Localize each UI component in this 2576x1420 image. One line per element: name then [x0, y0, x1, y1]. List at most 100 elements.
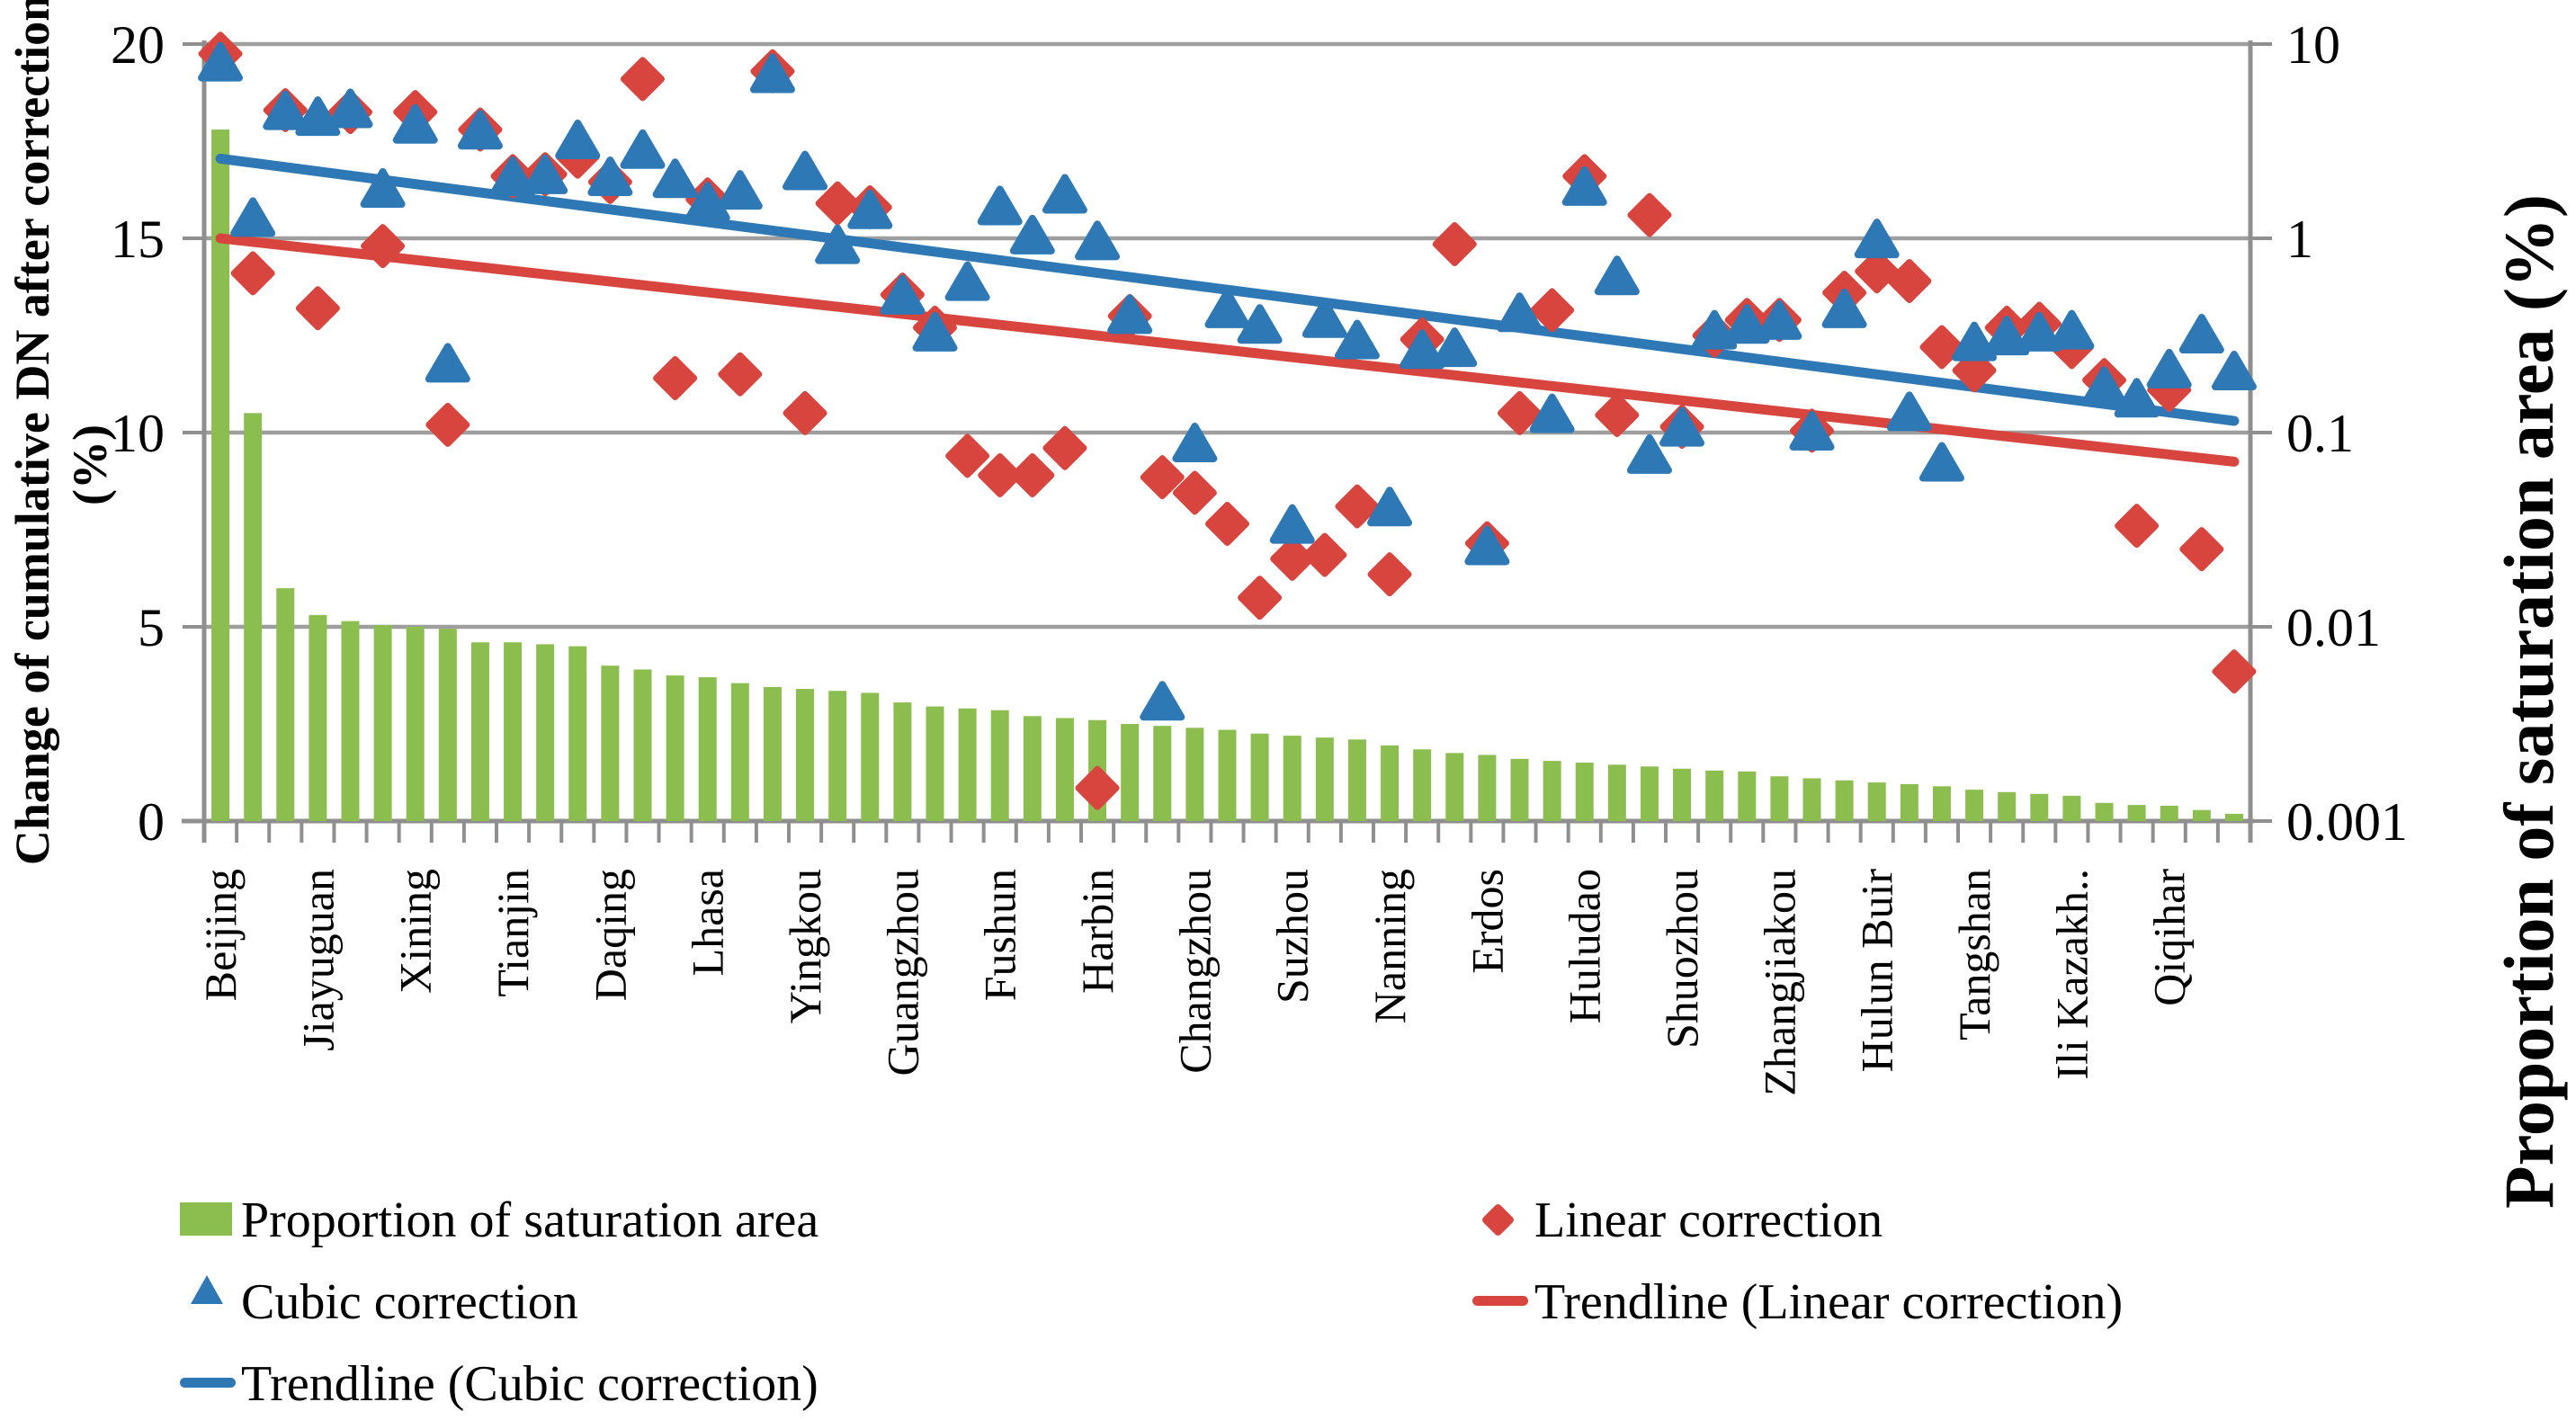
saturation-bar [828, 691, 847, 821]
linear-correction-marker [1855, 249, 1900, 294]
saturation-bar [2224, 813, 2243, 821]
cubic-correction-marker [717, 170, 763, 210]
saturation-bar [1445, 753, 1464, 821]
cubic-correction-marker [327, 88, 373, 129]
cubic-correction-marker [1464, 525, 1510, 566]
saturation-bar [244, 413, 263, 821]
x-category-label: Shuozhou [1657, 869, 1707, 1049]
legend-item-trendline-cubic-label: Trendline (Cubic correction) [241, 1356, 818, 1412]
saturation-bar [1153, 726, 1172, 821]
linear-correction-marker [1335, 484, 1380, 529]
linear-correction-marker [1530, 288, 1575, 333]
cubic-correction-marker [620, 129, 666, 169]
right-tick-label: 10 [2286, 15, 2340, 75]
cubic-correction-marker [1886, 391, 1932, 432]
x-category-label: Jiayuguan [292, 869, 343, 1051]
saturation-bar [1347, 739, 1366, 821]
saturation-bar [861, 692, 880, 821]
saturation-bar [1478, 755, 1497, 821]
saturation-bar [2127, 805, 2146, 821]
cubic-correction-marker [749, 53, 795, 94]
cubic-correction-marker [198, 41, 244, 82]
cubic-correction-marker [1984, 316, 2030, 356]
x-category-label: Guangzhou [877, 869, 927, 1076]
cubic-correction-marker [1692, 309, 1738, 350]
cubic-correction-marker [1269, 504, 1315, 544]
x-category-label: Lhasa [683, 869, 733, 976]
cubic-correction-marker [490, 156, 536, 197]
saturation-bar [2192, 809, 2211, 821]
left-tick-label: 20 [111, 15, 165, 75]
linear-correction-marker [1432, 221, 1477, 266]
saturation-bar [373, 625, 392, 821]
x-category-label: Nanning [1364, 869, 1415, 1023]
saturation-bar [633, 669, 652, 821]
cubic-correction-marker [1821, 288, 1867, 328]
x-category-label: Beijing [195, 869, 246, 1001]
cubic-correction-marker [1042, 174, 1087, 214]
cubic-correction-marker [1659, 406, 1705, 447]
saturation-bar [1738, 771, 1757, 821]
saturation-bar [1543, 761, 1561, 821]
saturation-bar [763, 686, 782, 821]
cubic-correction-marker [912, 311, 958, 352]
cubic-correction-marker [523, 154, 568, 194]
saturation-bar [406, 627, 425, 821]
cubic-correction-marker [1497, 292, 1543, 333]
saturation-bar [926, 706, 944, 821]
saturation-bar [2030, 793, 2049, 821]
linear-correction-marker [1172, 470, 1217, 515]
linear-correction-marker [978, 453, 1023, 498]
linear-correction-marker [1498, 390, 1542, 435]
linear-correction-marker [361, 224, 406, 269]
cubic-correction-marker [783, 150, 828, 191]
legend-item-linear-label: Linear correction [1534, 1192, 1883, 1248]
saturation-bar [536, 644, 555, 821]
cubic-correction-marker [1529, 393, 1575, 433]
saturation-bar [2160, 805, 2178, 821]
linear-correction-marker [1887, 259, 1932, 304]
saturation-bar [1283, 736, 1301, 821]
saturation-bar [730, 683, 749, 821]
cubic-correction-marker [1237, 304, 1283, 344]
saturation-bar [309, 614, 327, 821]
saturation-bar [796, 689, 815, 821]
right-tick-label: 0.01 [2286, 598, 2381, 657]
saturation-bar [1607, 764, 1626, 821]
cubic-correction-marker [2049, 309, 2095, 350]
linear-correction-marker [1010, 453, 1055, 498]
linear-correction-marker [783, 390, 827, 435]
saturation-bar [1640, 766, 1659, 821]
cubic-correction-marker [2017, 311, 2062, 352]
saturation-bar [1770, 776, 1789, 821]
saturation-bar [1900, 783, 1919, 821]
cubic-correction-marker [1757, 299, 1802, 340]
cubic-correction-marker [392, 103, 438, 144]
linear-correction-marker [1367, 552, 1412, 597]
cubic-correction-marker [555, 120, 601, 159]
saturation-bar [276, 588, 295, 821]
cubic-correction-marker [1432, 327, 1478, 368]
cubic-correction-marker [1400, 329, 1445, 370]
x-category-label: Tianjin [487, 869, 538, 997]
linear-correction-marker [1140, 455, 1185, 500]
x-category-label: Changzhou [1169, 869, 1220, 1074]
saturation-bar [1185, 728, 1204, 821]
linear-correction-marker [945, 433, 990, 478]
saturation-bar [1218, 729, 1237, 821]
cubic-correction-marker [1301, 298, 1347, 338]
saturation-bar [504, 642, 523, 821]
cubic-correction-marker [1075, 220, 1121, 261]
saturation-bar [666, 675, 684, 821]
x-category-label: Suzhou [1267, 869, 1318, 1004]
cubic-correction-marker [815, 224, 861, 264]
cubic-correction-marker [2146, 348, 2192, 388]
saturation-bar [2062, 795, 2081, 821]
saturation-bar [1023, 716, 1042, 821]
x-category-label: Tangshan [1949, 869, 1999, 1040]
cubic-correction-marker [1919, 442, 1964, 482]
linear-correction-marker [1627, 192, 1672, 237]
x-category-label: Huludao [1560, 869, 1610, 1023]
